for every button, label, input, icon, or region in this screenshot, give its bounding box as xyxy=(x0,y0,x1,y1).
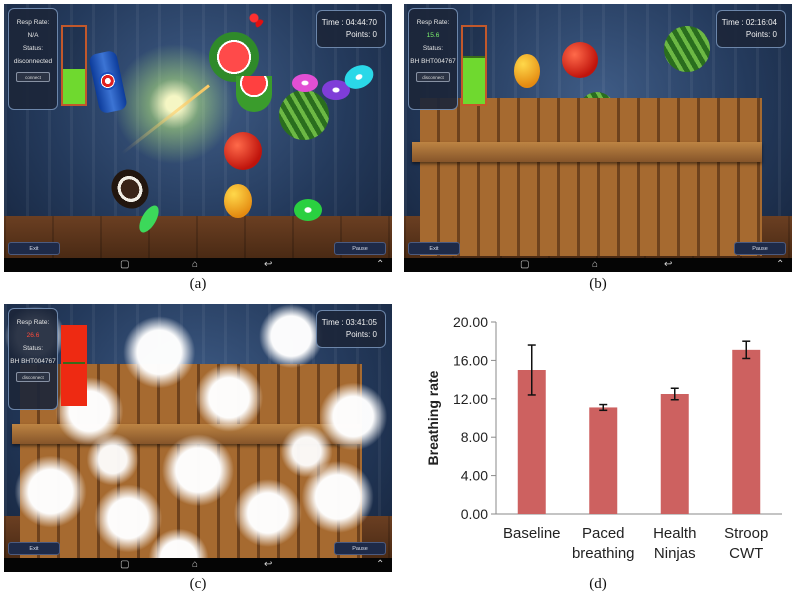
x-tick-label: CWT xyxy=(729,545,763,562)
resp-rate-label: Resp Rate: xyxy=(16,19,50,26)
android-nav-bar: ▢ ⌂ ↩ ⌃ xyxy=(404,258,792,272)
caption-c: (c) xyxy=(189,576,207,592)
back-icon[interactable]: ↩ xyxy=(264,559,273,570)
green-candy-right[interactable] xyxy=(294,199,322,221)
watermelon-slice[interactable] xyxy=(236,76,272,112)
resp-rate-label: Resp Rate: xyxy=(416,19,450,26)
connect-button[interactable]: connect xyxy=(16,72,50,82)
back-icon[interactable]: ↩ xyxy=(664,259,673,270)
game-screen-c: Resp Rate: 26.6 Status: BH BHT004767 dis… xyxy=(4,304,392,572)
resp-info-box: Resp Rate: N/A Status: disconnected conn… xyxy=(8,8,58,110)
recent-apps-icon[interactable]: ▢ xyxy=(120,559,130,570)
breathing-meter xyxy=(61,325,87,406)
points-text: Points: 0 xyxy=(345,330,377,339)
status-value: disconnected xyxy=(13,58,53,65)
pause-button[interactable]: Pause xyxy=(334,542,386,555)
timer-text: Time : 02:16:04 xyxy=(721,18,777,27)
breathing-meter xyxy=(461,25,487,106)
breathing-meter-fill xyxy=(63,327,85,404)
back-icon[interactable]: ↩ xyxy=(264,259,273,270)
exit-button[interactable]: Exit xyxy=(8,542,60,555)
x-tick-label: breathing xyxy=(572,545,635,562)
resp-rate-value: 15.6 xyxy=(426,32,440,39)
bar xyxy=(589,407,618,514)
meter-target-line xyxy=(463,56,485,59)
resp-rate-value: 26.6 xyxy=(26,332,40,339)
y-tick-label: 16.00 xyxy=(453,352,488,368)
wooden-fence xyxy=(420,98,762,256)
tomato[interactable] xyxy=(224,132,262,170)
recent-apps-icon[interactable]: ▢ xyxy=(120,259,130,270)
time-points-box: Time : 04:44:70 Points: 0 xyxy=(316,10,386,48)
status-value: BH BHT004767 xyxy=(410,58,456,65)
game-screen-b: Resp Rate: 15.6 Status: BH BHT004767 dis… xyxy=(404,4,792,272)
wooden-floor xyxy=(4,216,392,258)
points-text: Points: 0 xyxy=(345,30,377,39)
chevron-up-icon[interactable]: ⌃ xyxy=(776,259,785,270)
breathing-meter-fill xyxy=(63,69,85,104)
mango[interactable] xyxy=(514,54,540,88)
x-tick-label: Baseline xyxy=(503,525,561,542)
y-tick-label: 12.00 xyxy=(453,391,488,407)
pink-candy[interactable] xyxy=(292,74,318,92)
timer-text: Time : 03:41:05 xyxy=(321,318,377,327)
chevron-up-icon[interactable]: ⌃ xyxy=(376,559,385,570)
pause-button[interactable]: Pause xyxy=(734,242,786,255)
caption-b: (b) xyxy=(589,276,607,292)
breathing-rate-chart: 0.00 4.00 8.00 12.00 16.00 20.00 Breathing rat… xyxy=(425,314,782,562)
resp-rate-label: Resp Rate: xyxy=(16,319,50,326)
watermelon[interactable] xyxy=(279,90,329,140)
x-tick-label: Paced xyxy=(582,525,625,542)
fence-rail xyxy=(412,142,762,162)
cherry-cluster[interactable] xyxy=(244,8,264,28)
timer-text: Time : 04:44:70 xyxy=(321,18,377,27)
x-tick-label: Ninjas xyxy=(654,545,696,562)
home-icon[interactable]: ⌂ xyxy=(192,259,199,270)
android-nav-bar: ▢ ⌂ ↩ ⌃ xyxy=(4,558,392,572)
purple-candy[interactable] xyxy=(322,80,350,100)
disconnect-button[interactable]: disconnect xyxy=(16,372,50,382)
y-tick-label: 4.00 xyxy=(461,468,488,484)
caption-a: (a) xyxy=(189,276,207,292)
x-tick-label: Health xyxy=(653,525,696,542)
x-tick-label: Stroop xyxy=(724,525,768,542)
exit-button[interactable]: Exit xyxy=(408,242,460,255)
breathing-meter xyxy=(61,25,87,106)
exit-button[interactable]: Exit xyxy=(8,242,60,255)
caption-d: (d) xyxy=(589,576,607,592)
points-text: Points: 0 xyxy=(745,30,777,39)
resp-info-box: Resp Rate: 26.6 Status: BH BHT004767 dis… xyxy=(8,308,58,410)
disconnect-button[interactable]: disconnect xyxy=(416,72,450,82)
status-label: Status: xyxy=(422,45,444,52)
android-nav-bar: ▢ ⌂ ↩ ⌃ xyxy=(4,258,392,272)
home-icon[interactable]: ⌂ xyxy=(192,559,199,570)
bar xyxy=(660,394,689,514)
tomato[interactable] xyxy=(562,42,598,78)
home-icon[interactable]: ⌂ xyxy=(592,259,599,270)
y-axis-label: Breathing rate xyxy=(425,370,441,465)
mango[interactable] xyxy=(224,184,252,218)
y-tick-label: 8.00 xyxy=(461,429,488,445)
status-label: Status: xyxy=(22,45,44,52)
resp-info-box: Resp Rate: 15.6 Status: BH BHT004767 dis… xyxy=(408,8,458,110)
game-screen-a: Resp Rate: N/A Status: disconnected conn… xyxy=(4,4,392,272)
meter-target-line xyxy=(63,362,85,365)
y-tick-label: 0.00 xyxy=(461,506,488,522)
resp-rate-value: N/A xyxy=(27,32,39,39)
time-points-box: Time : 02:16:04 Points: 0 xyxy=(716,10,786,48)
status-value: BH BHT004767 xyxy=(10,358,56,365)
time-points-box: Time : 03:41:05 Points: 0 xyxy=(316,310,386,348)
recent-apps-icon[interactable]: ▢ xyxy=(520,259,530,270)
pause-button[interactable]: Pause xyxy=(334,242,386,255)
status-label: Status: xyxy=(22,345,44,352)
bar xyxy=(732,349,761,514)
breathing-meter-fill xyxy=(463,57,485,104)
watermelon[interactable] xyxy=(664,26,710,72)
sliced-watermelon[interactable] xyxy=(209,32,259,82)
y-tick-label: 20.00 xyxy=(453,314,488,330)
chevron-up-icon[interactable]: ⌃ xyxy=(376,259,385,270)
